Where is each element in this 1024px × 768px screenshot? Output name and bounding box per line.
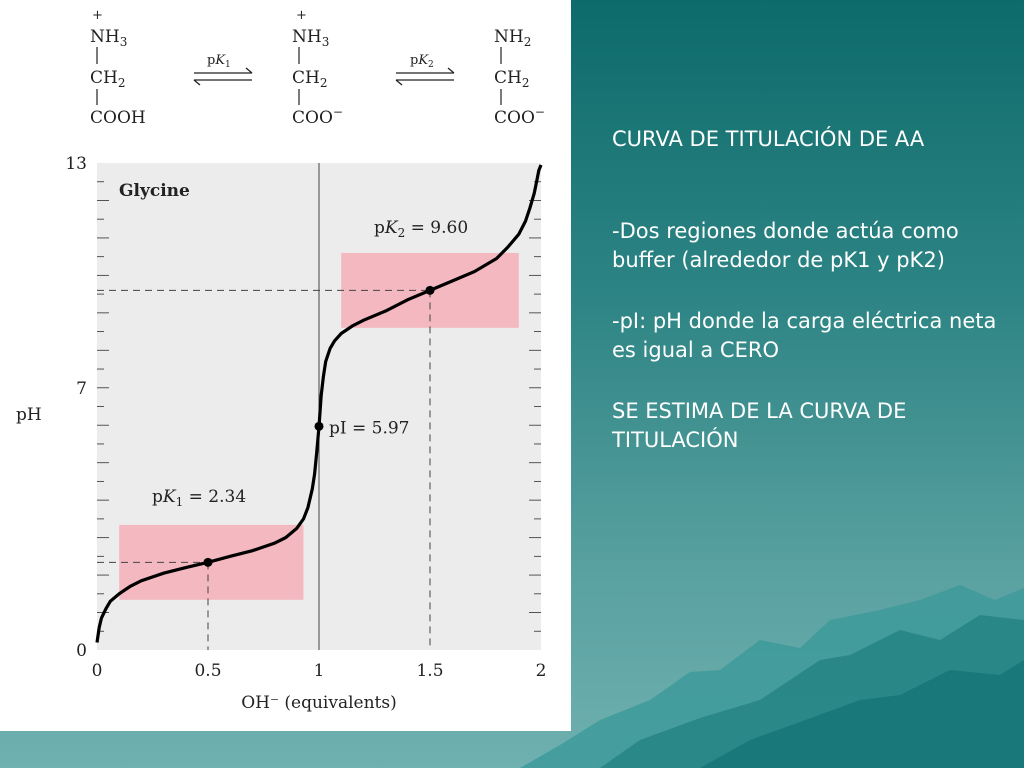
bullet-isoelectric-point: -pI: pH donde la carga eléctrica neta es… bbox=[612, 308, 997, 363]
bullet-buffer-regions: -Dos regiones donde actúa como buffer (a… bbox=[612, 218, 959, 273]
x-tick-label: 1 bbox=[314, 661, 325, 681]
pk1-label: pK1 = 2.34 bbox=[152, 487, 246, 509]
slide-title: CURVA DE TITULACIÓN DE AA bbox=[612, 127, 925, 151]
y-tick-label: 0 bbox=[76, 641, 87, 661]
charge-plus: + bbox=[92, 8, 103, 23]
titration-figure: + NH3 CH2 COOH pK1 + NH3 CH2 bbox=[16, 8, 546, 713]
x-tick-label: 0 bbox=[92, 661, 103, 681]
annotation-point-1 bbox=[203, 557, 213, 567]
species-row-coo: COO− bbox=[292, 105, 343, 128]
species-row-nh: NH2 bbox=[494, 27, 531, 49]
species-row-ch: CH2 bbox=[292, 68, 327, 90]
species-row-coo: COO− bbox=[494, 105, 545, 128]
y-tick-label: 7 bbox=[76, 379, 87, 399]
x-axis-label: OH⁻ (equivalents) bbox=[241, 693, 396, 713]
charge-plus: + bbox=[296, 8, 307, 23]
titration-figure-panel: + NH3 CH2 COOH pK1 + NH3 CH2 bbox=[16, 8, 547, 713]
arrow-label-pk2: pK2 bbox=[410, 53, 434, 70]
data-point-markers bbox=[203, 285, 435, 567]
titration-curve bbox=[95, 164, 543, 643]
equilibrium-arrow-1: pK1 bbox=[193, 53, 253, 86]
titration-chart: 0 0.5 1 1.5 2 0 7 13 Glycine pK1 = 2.34 pK2 = 9.… bbox=[16, 154, 546, 713]
species-row-ch: CH2 bbox=[494, 68, 529, 90]
species-glycine-zwitterion: + NH3 CH2 COO− bbox=[292, 8, 343, 128]
species-glycine-cation: + NH3 CH2 COOH bbox=[90, 8, 146, 128]
species-row-nh: NH3 bbox=[90, 27, 127, 49]
species-row-ch: CH2 bbox=[90, 68, 125, 90]
pk2-label: pK2 = 9.60 bbox=[374, 218, 468, 240]
arrow-label-pk1: pK1 bbox=[207, 53, 231, 70]
y-axis-label: pH bbox=[16, 405, 42, 425]
chart-title: Glycine bbox=[119, 181, 190, 201]
species-row-nh: NH3 bbox=[292, 27, 329, 49]
species-row-coo: COOH bbox=[90, 108, 146, 128]
slide-note: SE ESTIMA DE LA CURVA DE TITULACIÓN bbox=[612, 398, 907, 453]
annotation-point-2 bbox=[425, 285, 435, 295]
x-tick-label: 1.5 bbox=[416, 661, 443, 681]
species-glycine-anion: NH2 CH2 COO− bbox=[494, 27, 545, 128]
pi-label: pI = 5.97 bbox=[329, 418, 410, 438]
reaction-scheme: + NH3 CH2 COOH pK1 + NH3 CH2 bbox=[90, 8, 545, 128]
slide-text: CURVA DE TITULACIÓN DE AA -Dos regiones … bbox=[612, 125, 1007, 456]
x-tick-label: 2 bbox=[536, 661, 547, 681]
x-tick-label: 0.5 bbox=[194, 661, 221, 681]
y-tick-label: 13 bbox=[65, 154, 87, 174]
equilibrium-arrow-2: pK2 bbox=[395, 53, 455, 86]
chart-annotations: pK1 = 2.34 pK2 = 9.60 pI = 5.97 bbox=[152, 218, 468, 509]
annotation-point-3 bbox=[314, 421, 324, 431]
